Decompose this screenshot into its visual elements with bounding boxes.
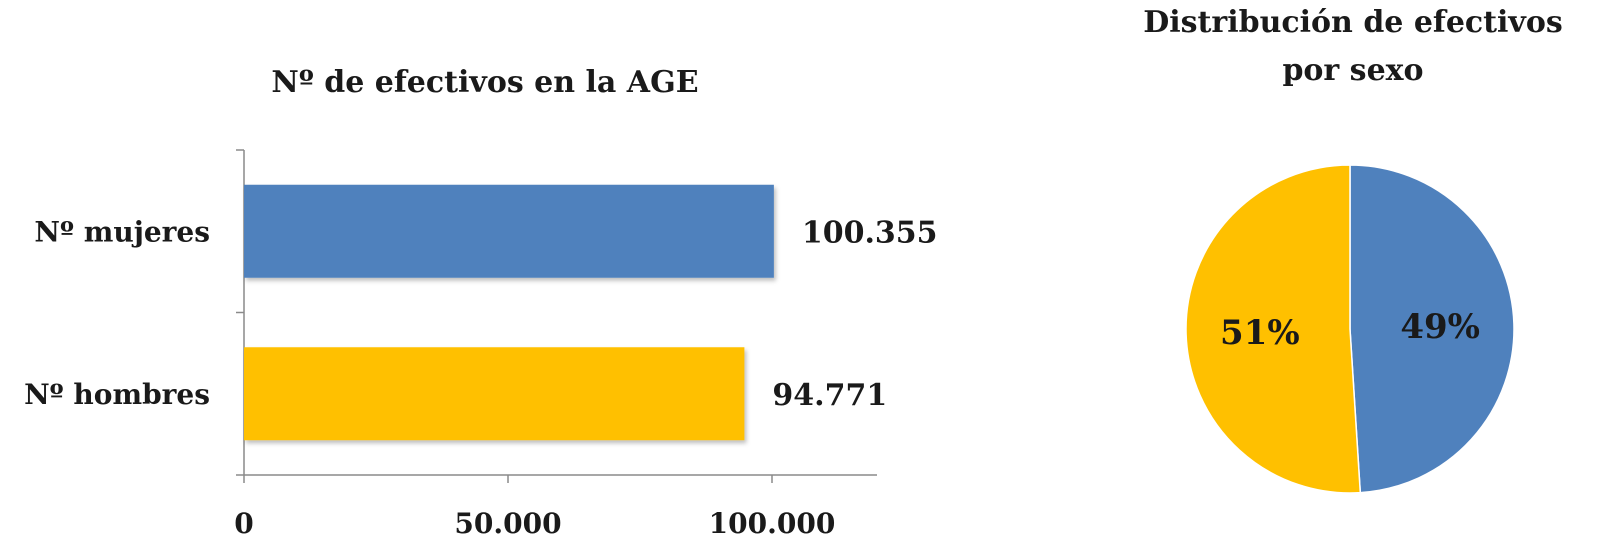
pie-chart: Distribución de efectivos por sexo 49% 51… xyxy=(1143,5,1563,494)
bar-tick-labels: 0 50.000 100.000 xyxy=(234,507,835,540)
pie-slice-label: 49% xyxy=(1400,307,1480,347)
pie-labels: 49% 51% xyxy=(1220,307,1480,353)
pie-slice-label: 51% xyxy=(1220,313,1300,353)
pie-slice xyxy=(1349,164,1515,494)
x-tick-label: 50.000 xyxy=(454,507,561,540)
pie-slice xyxy=(1185,164,1362,494)
bar xyxy=(244,347,745,441)
pie-chart-title-line-1: Distribución de efectivos xyxy=(1143,5,1563,40)
bar-axis-ticks xyxy=(236,149,773,483)
pie-slices xyxy=(1185,164,1515,494)
bar-marks xyxy=(244,184,774,441)
x-tick-label: 100.000 xyxy=(709,507,836,540)
bar-value-labels: 100.355 94.771 xyxy=(772,215,937,413)
category-label: Nº mujeres xyxy=(34,215,210,248)
bar xyxy=(244,184,774,278)
category-label: Nº hombres xyxy=(24,378,210,411)
pie-chart-title-line-2: por sexo xyxy=(1282,53,1423,88)
bar-chart-title: Nº de efectivos en la AGE xyxy=(271,65,698,100)
bar-chart: Nº de efectivos en la AGE Nº mujeres Nº h… xyxy=(24,65,937,540)
bar-value-label: 94.771 xyxy=(772,378,887,413)
bar-category-labels: Nº mujeres Nº hombres xyxy=(24,215,210,411)
x-tick-label: 0 xyxy=(234,507,253,540)
bar-value-label: 100.355 xyxy=(802,215,938,250)
